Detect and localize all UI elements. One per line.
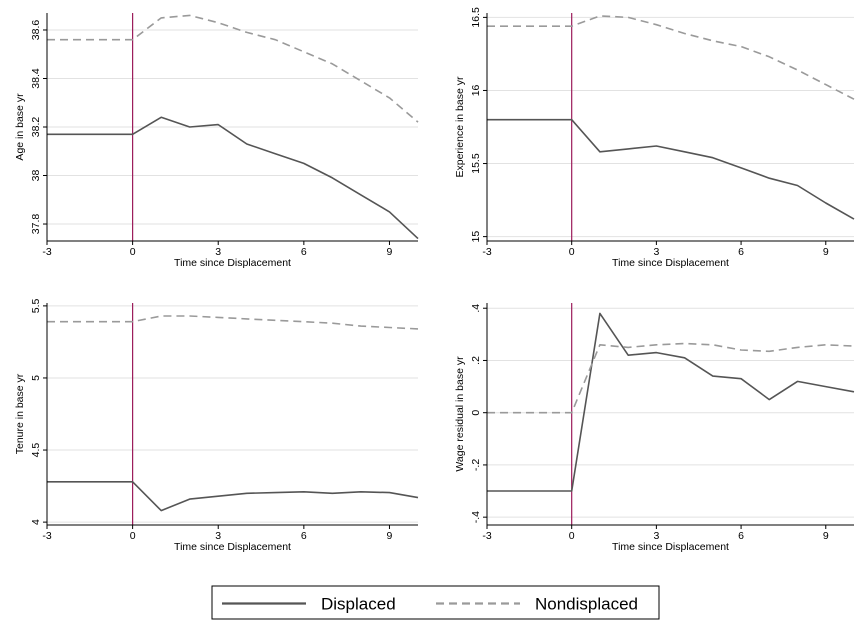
x-axis-title: Time since Displacement — [612, 541, 729, 553]
y-tick-label: .4 — [470, 304, 482, 313]
x-tick-label: 0 — [569, 530, 575, 542]
x-tick-label: 3 — [653, 530, 659, 542]
x-tick-label: 6 — [301, 530, 307, 542]
series-line-nondisplaced — [487, 342, 855, 414]
x-tick-label: 9 — [823, 246, 829, 258]
y-tick-label: 4.5 — [30, 443, 42, 458]
chart-panel-2: -3 0 3 6 9 15 15.5 16 16.5 Time since Displacemen… — [454, 7, 855, 269]
x-tick-label: 3 — [215, 246, 221, 258]
legend: Displaced Nondisplaced — [211, 585, 660, 620]
y-tick-label: 38.2 — [30, 117, 42, 138]
x-tick-label: -3 — [482, 530, 491, 542]
x-axis-title: Time since Displacement — [612, 257, 729, 269]
series-line-displaced — [47, 480, 419, 512]
chart-panel-4: -3 0 3 6 9 -.4 -.2 0 .2 .4 Time since Displacement… — [454, 303, 855, 553]
y-tick-label: 0 — [470, 410, 482, 416]
x-tick-label: 6 — [738, 530, 744, 542]
series-line-displaced — [47, 116, 419, 240]
x-tick-label: 0 — [130, 530, 136, 542]
chart-panel-1: -3 0 3 6 9 37.8 38 38.2 38.4 38.6 Time since Displ… — [14, 13, 419, 269]
x-tick-label: 6 — [738, 246, 744, 258]
y-axis-title: Tenure in base yr — [14, 373, 26, 454]
y-tick-label: -.4 — [470, 511, 482, 523]
y-tick-label: .2 — [470, 356, 482, 365]
y-tick-label: 38 — [30, 170, 42, 182]
y-tick-label: 16 — [470, 84, 482, 96]
x-tick-label: 6 — [301, 246, 307, 258]
y-tick-label: 38.6 — [30, 20, 42, 41]
y-axis-title: Wage residual in base yr — [454, 356, 466, 472]
x-axis-title: Time since Displacement — [174, 541, 291, 553]
x-tick-label: 9 — [387, 246, 393, 258]
chart-panel-3: -3 0 3 6 9 4 4.5 5 5.5 Time since Displacement Ten… — [14, 298, 419, 553]
chart-panels: -3 0 3 6 9 37.8 38 38.2 38.4 38.6 Time since Displ… — [14, 7, 855, 553]
series-line-displaced — [487, 118, 855, 220]
x-tick-label: -3 — [42, 530, 51, 542]
y-tick-label: 5 — [30, 375, 42, 381]
y-tick-label: 37.8 — [30, 214, 42, 235]
y-axis-title: Age in base yr — [14, 93, 26, 161]
x-axis-title: Time since Displacement — [174, 257, 291, 269]
y-tick-label: 16.5 — [470, 7, 482, 28]
x-tick-label: -3 — [482, 246, 491, 258]
x-tick-label: 3 — [215, 530, 221, 542]
x-tick-label: 3 — [653, 246, 659, 258]
y-tick-label: 4 — [30, 519, 42, 525]
y-axis-title: Experience in base yr — [454, 76, 466, 177]
series-line-nondisplaced — [47, 14, 419, 123]
series-line-displaced — [487, 312, 855, 492]
x-tick-label: 9 — [823, 530, 829, 542]
x-tick-label: 0 — [569, 246, 575, 258]
legend-label-nondisplaced: Nondisplaced — [535, 595, 638, 614]
y-tick-label: 38.4 — [30, 68, 42, 89]
series-line-nondisplaced — [47, 315, 419, 330]
series-line-nondisplaced — [487, 15, 855, 100]
x-tick-label: 0 — [130, 246, 136, 258]
legend-label-displaced: Displaced — [321, 595, 396, 614]
y-tick-label: 5.5 — [30, 298, 42, 313]
y-tick-label: 15 — [470, 231, 482, 243]
x-tick-label: 9 — [387, 530, 393, 542]
x-tick-label: -3 — [42, 246, 51, 258]
y-tick-label: -.2 — [470, 459, 482, 471]
y-tick-label: 15.5 — [470, 153, 482, 174]
